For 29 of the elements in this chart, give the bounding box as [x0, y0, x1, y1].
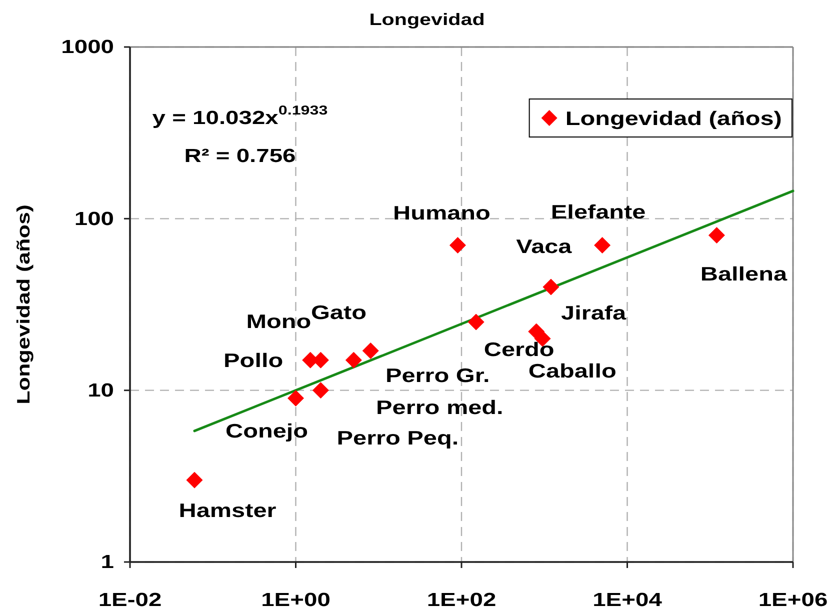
x-tick-label: 1E+02 — [426, 589, 496, 611]
annotation: Mono — [246, 310, 312, 332]
annotation: Caballo — [528, 360, 616, 382]
x-tick-label: 1E+00 — [261, 589, 330, 611]
annotation: y = 10.032x$^{0.1933}$ — [152, 104, 328, 129]
x-tick-label: 1E+06 — [758, 589, 828, 611]
annotation: Jirafa — [561, 302, 627, 324]
annotation: Conejo — [225, 419, 308, 442]
annotation: Vaca — [516, 234, 573, 258]
y-tick-label: 1 — [100, 551, 114, 573]
annotation: Hamster — [178, 499, 277, 522]
annotation: Gato — [310, 301, 366, 324]
annotation: Humano — [392, 201, 490, 224]
y-tick-label: 1000 — [61, 36, 114, 58]
y-tick-label: 10 — [88, 380, 114, 401]
y-axis-title: Longevidad (años) — [14, 204, 34, 404]
x-tick-label: 1E+04 — [592, 589, 662, 611]
annotation: Perro Peq. — [336, 426, 459, 448]
annotation: Pollo — [224, 349, 284, 372]
chart-title: Longevidad — [369, 10, 485, 28]
legend-label: Longevidad (años) — [565, 106, 782, 130]
annotation: R² = 0.756 — [184, 145, 296, 167]
annotation: Ballena — [700, 262, 788, 284]
annotation: Perro Gr. — [385, 364, 490, 386]
annotation: Perro med. — [376, 396, 504, 418]
y-tick-label: 100 — [74, 208, 114, 230]
annotation: Elefante — [550, 200, 646, 222]
x-tick-label: 1E-02 — [98, 589, 162, 611]
annotation: Cerdo — [484, 338, 554, 360]
